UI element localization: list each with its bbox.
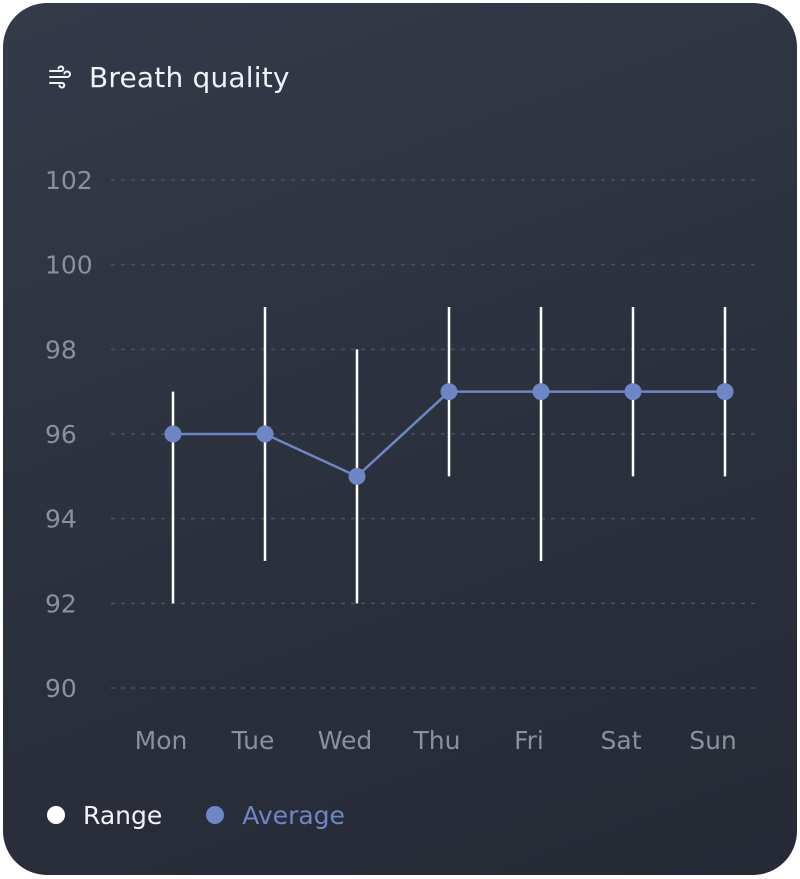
x-tick-label: Tue [231,726,275,755]
y-tick-label: 102 [45,166,93,195]
x-tick-label: Thu [413,726,461,755]
y-tick-label: 96 [45,420,77,449]
legend-average-label: Average [242,800,345,830]
x-tick-label: Wed [318,726,373,755]
average-point [716,383,734,401]
average-point [532,383,550,401]
breath-quality-chart: 90 92 94 96 98 100 102 Mon Tue Wed Thu Fri Sat Sun [45,166,761,755]
x-axis-ticks: Mon Tue Wed Thu Fri Sat Sun [135,726,737,755]
legend-item-range: Range [47,801,162,830]
legend-average-dot [206,806,225,824]
y-tick-label: 94 [45,505,77,534]
y-tick-label: 100 [45,251,93,280]
x-tick-label: Sun [689,726,737,755]
average-point [624,383,642,401]
breath-quality-card: Breath quality 90 92 94 96 98 100 102 Mon Tue Wed… [3,3,797,875]
average-point [164,425,182,443]
legend-item-average: Average [206,801,345,830]
grid-lines [111,179,761,689]
chart-title: Breath quality [89,60,290,94]
x-tick-label: Sat [601,726,642,755]
legend-range-dot [47,806,65,824]
average-point [440,383,458,401]
x-tick-label: Fri [514,726,544,755]
average-point [348,467,366,485]
y-tick-label: 98 [45,335,77,364]
card-header: Breath quality [47,55,290,99]
y-axis-ticks: 90 92 94 96 98 100 102 [45,166,93,703]
average-point [256,425,274,443]
legend-range-label: Range [83,800,163,830]
average-series [164,383,734,485]
range-series [171,307,727,604]
x-tick-label: Mon [135,726,188,755]
wind-icon [47,63,75,91]
y-tick-label: 92 [45,589,77,618]
chart-legend: Range Average [47,795,389,835]
y-tick-label: 90 [45,674,77,703]
